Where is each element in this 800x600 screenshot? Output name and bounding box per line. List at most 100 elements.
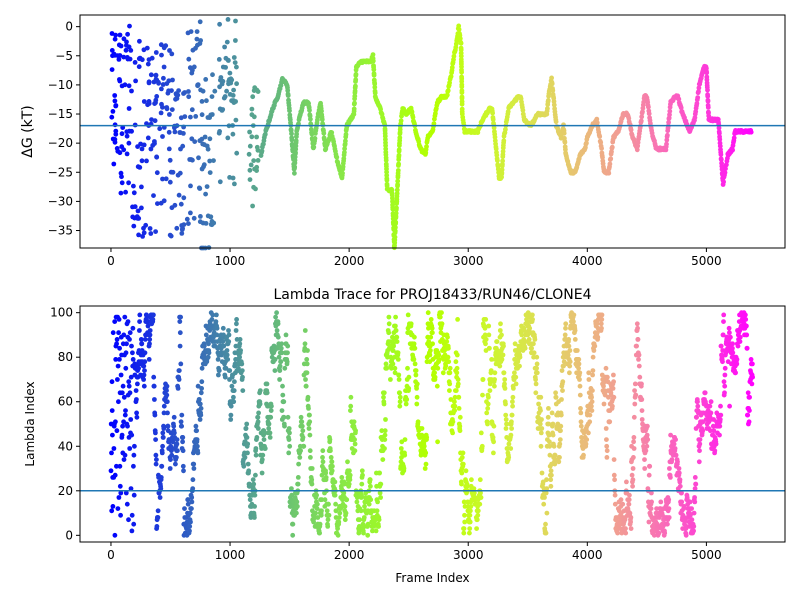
lambda-point bbox=[255, 426, 261, 431]
delta-g-point bbox=[312, 136, 318, 141]
delta-g-point bbox=[125, 56, 131, 62]
lambda-axes-frame bbox=[79, 305, 786, 543]
lambda-point bbox=[298, 414, 304, 420]
delta-g-point bbox=[490, 117, 496, 122]
lambda-point bbox=[135, 381, 140, 387]
lambda-point bbox=[743, 312, 748, 318]
delta-g-point bbox=[161, 75, 166, 81]
delta-g-point bbox=[119, 174, 124, 180]
lambda-point bbox=[662, 530, 668, 536]
lambda-point bbox=[247, 497, 253, 503]
lambda-point bbox=[718, 403, 723, 409]
lambda-point bbox=[153, 461, 159, 467]
lambda-point bbox=[147, 332, 153, 338]
lambda-y-tick-label: 80 bbox=[58, 350, 73, 364]
lambda-point bbox=[382, 446, 387, 451]
delta-g-y-tick-label: −35 bbox=[48, 224, 73, 238]
lambda-point bbox=[406, 386, 412, 391]
delta-g-point bbox=[141, 225, 146, 231]
delta-g-point bbox=[397, 135, 403, 141]
lambda-point bbox=[538, 430, 544, 436]
lambda-point bbox=[246, 468, 252, 474]
delta-g-point bbox=[191, 64, 197, 70]
lambda-point bbox=[237, 354, 243, 360]
delta-g-point bbox=[135, 208, 141, 214]
lambda-point bbox=[578, 419, 584, 425]
delta-g-point bbox=[177, 170, 183, 176]
lambda-point bbox=[231, 388, 237, 393]
delta-g-point bbox=[730, 147, 735, 153]
lambda-point bbox=[396, 372, 402, 378]
delta-g-point bbox=[197, 19, 203, 25]
lambda-point bbox=[359, 492, 364, 498]
delta-g-point bbox=[163, 43, 169, 49]
lambda-point bbox=[201, 343, 207, 349]
lambda-point bbox=[590, 354, 596, 360]
lambda-point bbox=[226, 332, 232, 338]
delta-g-point bbox=[131, 183, 136, 189]
delta-g-point bbox=[113, 103, 119, 108]
delta-g-point bbox=[141, 142, 147, 148]
lambda-point bbox=[509, 412, 515, 418]
delta-g-point bbox=[353, 77, 359, 83]
delta-g-point bbox=[118, 170, 124, 176]
lambda-point bbox=[390, 348, 396, 353]
lambda-point bbox=[529, 345, 534, 351]
delta-g-point bbox=[431, 121, 437, 126]
lambda-point bbox=[590, 368, 596, 373]
lambda-point bbox=[422, 466, 428, 471]
delta-g-point bbox=[125, 31, 130, 37]
delta-g-point bbox=[216, 57, 222, 62]
lambda-point bbox=[453, 359, 459, 365]
lambda-point bbox=[532, 337, 538, 342]
lambda-point bbox=[467, 519, 473, 525]
lambda-point bbox=[253, 446, 259, 451]
lambda-point bbox=[668, 475, 673, 480]
lambda-point bbox=[391, 343, 396, 349]
lambda-point bbox=[435, 365, 441, 371]
lambda-point bbox=[228, 412, 234, 418]
delta-g-point bbox=[549, 81, 555, 87]
delta-g-point bbox=[113, 32, 118, 38]
lambda-point bbox=[411, 357, 417, 362]
delta-g-point bbox=[340, 170, 345, 176]
lambda-point bbox=[634, 343, 639, 349]
delta-g-point bbox=[456, 23, 462, 29]
lambda-point bbox=[628, 519, 633, 525]
lambda-point bbox=[402, 437, 408, 442]
lambda-point bbox=[337, 510, 343, 516]
lambda-point bbox=[510, 394, 516, 400]
lambda-point bbox=[390, 361, 396, 367]
lambda-point bbox=[245, 450, 250, 456]
delta-g-point bbox=[251, 184, 256, 190]
delta-g-point bbox=[234, 64, 239, 70]
lambda-point bbox=[185, 497, 191, 503]
lambda-point bbox=[501, 370, 507, 376]
lambda-point bbox=[543, 521, 548, 527]
lambda-point bbox=[190, 486, 196, 491]
lambda-y-tick-label: 100 bbox=[50, 306, 73, 320]
lambda-point bbox=[309, 481, 315, 487]
delta-g-point bbox=[398, 118, 404, 124]
delta-g-point bbox=[639, 114, 645, 120]
delta-g-point bbox=[394, 205, 399, 211]
lambda-point bbox=[567, 348, 573, 353]
delta-g-point bbox=[445, 88, 451, 93]
lambda-point bbox=[239, 361, 245, 367]
lambda-point bbox=[612, 492, 618, 498]
delta-g-point bbox=[254, 164, 260, 170]
lambda-point bbox=[244, 435, 250, 440]
lambda-point bbox=[141, 383, 147, 389]
lambda-point bbox=[305, 348, 310, 353]
delta-g-point bbox=[342, 146, 347, 152]
delta-g-point bbox=[163, 176, 169, 182]
lambda-point bbox=[578, 423, 584, 429]
lambda-point bbox=[381, 390, 387, 396]
delta-g-point bbox=[458, 53, 464, 59]
lambda-point bbox=[152, 397, 157, 402]
lambda-point bbox=[394, 339, 400, 344]
lambda-point bbox=[274, 328, 280, 333]
lambda-point bbox=[145, 323, 151, 329]
lambda-point bbox=[503, 401, 508, 407]
lambda-point bbox=[385, 354, 390, 360]
